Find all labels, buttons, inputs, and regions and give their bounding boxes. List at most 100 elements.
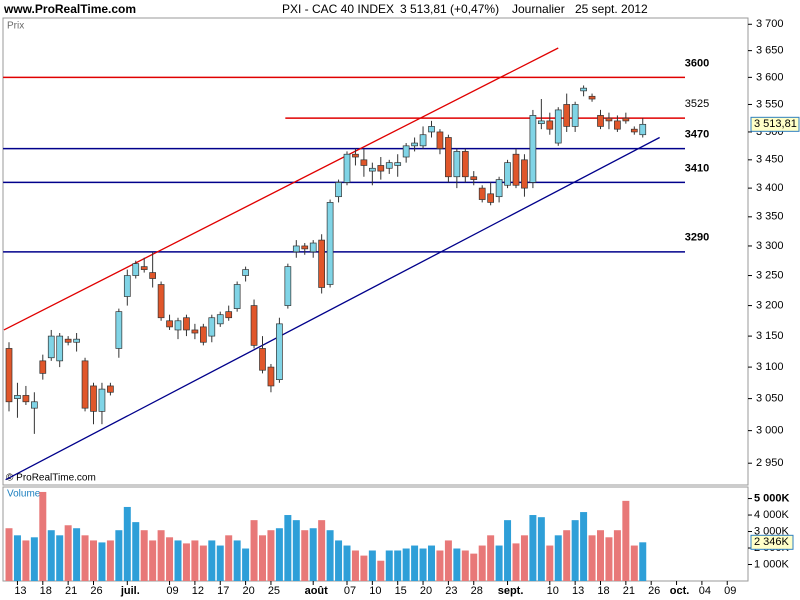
candle-body: [571, 104, 579, 127]
x-tick-label: 18: [40, 585, 52, 597]
candle-body: [107, 385, 114, 393]
volume-tag-label: 2 346K: [754, 536, 790, 548]
candle-body: [377, 165, 385, 172]
volume-bar: [571, 520, 579, 581]
x-tick-label: 26: [90, 585, 102, 597]
volume-bar: [546, 545, 554, 581]
trend-line: [5, 136, 660, 481]
candle-body: [208, 317, 216, 337]
candle-body: [259, 348, 266, 371]
candle-body: [90, 385, 97, 412]
candle-body: [81, 360, 89, 409]
candle-body: [301, 245, 309, 250]
volume-bar: [115, 530, 123, 581]
x-tick-label: 10: [369, 585, 381, 597]
candle-body: [14, 395, 21, 399]
candle-body: [470, 176, 478, 180]
volume-bar: [284, 515, 292, 581]
volume-bar: [597, 530, 604, 581]
candle-body: [546, 120, 554, 130]
site-name: www.ProRealTime.com: [3, 2, 136, 16]
volume-bar: [47, 530, 55, 581]
x-tick-label: 15: [395, 585, 407, 597]
volume-bar: [318, 520, 326, 581]
y-tick-label: 3 550: [756, 98, 784, 110]
level-label: 3410: [685, 162, 709, 174]
candle-body: [284, 266, 292, 306]
volume-bar: [504, 520, 512, 581]
volume-bar: [428, 545, 435, 581]
candle-body: [453, 151, 461, 178]
volume-bar: [123, 506, 131, 581]
candle-body: [385, 162, 393, 169]
volume-bar: [495, 545, 503, 581]
candle-body: [98, 388, 106, 412]
candle-body: [605, 117, 613, 122]
candle-body: [191, 329, 199, 334]
candle-body: [639, 123, 647, 136]
candle-body: [267, 366, 275, 387]
volume-bar: [182, 543, 190, 581]
volume-bar: [106, 540, 114, 581]
candle-body: [614, 120, 621, 130]
volume-bar: [470, 553, 478, 581]
candle-body: [183, 317, 190, 331]
volume-bar: [73, 528, 81, 581]
volume-bar: [157, 530, 165, 581]
y-tick-label: 3 700: [756, 18, 784, 30]
x-tick-label: juil.: [120, 585, 140, 597]
level-label: 3290: [685, 232, 709, 244]
candle-body: [521, 159, 528, 189]
volume-bar: [436, 550, 444, 581]
candle-body: [335, 182, 342, 198]
candle-body: [588, 95, 596, 100]
x-tick-label: 28: [471, 585, 483, 597]
y-tick-label: 3 300: [756, 240, 784, 252]
candle-body: [563, 104, 571, 127]
candle-body: [411, 142, 418, 147]
y-tick-label: 2 950: [756, 457, 784, 469]
candle-body: [31, 401, 38, 409]
panel-label: Prix: [7, 21, 24, 32]
volume-bar: [216, 545, 224, 581]
volume-bar: [174, 540, 182, 581]
volume-bar: [98, 542, 106, 581]
x-tick-label: 04: [699, 585, 711, 597]
candle-body: [554, 109, 562, 144]
candle-body: [309, 242, 317, 253]
volume-bar: [81, 535, 89, 581]
x-tick-label: sept.: [498, 585, 524, 597]
candle-body: [461, 151, 469, 178]
volume-bar: [402, 548, 410, 581]
y-tick-label: 3 000: [756, 425, 784, 437]
candle-body: [292, 245, 300, 253]
volume-bar: [56, 535, 64, 581]
candle-body: [352, 153, 359, 158]
volume-bar: [453, 548, 461, 581]
volume-bar: [394, 550, 402, 581]
candle-body: [123, 275, 131, 297]
candle-body: [630, 128, 638, 133]
volume-bar: [242, 548, 250, 581]
candle-body: [39, 360, 47, 374]
volume-bar: [487, 535, 495, 581]
volume-bar: [588, 535, 596, 581]
candle-body: [326, 202, 334, 285]
volume-bar: [267, 530, 275, 581]
candle-body: [580, 87, 587, 92]
volume-bar: [275, 528, 283, 581]
volume-bar: [13, 535, 21, 581]
candle-body: [487, 193, 494, 203]
candle-body: [73, 338, 80, 343]
y-tick-label: 3 400: [756, 182, 784, 194]
volume-bar: [563, 530, 571, 581]
volume-bar: [360, 555, 368, 581]
volume-bar: [90, 540, 97, 581]
last-quote: 3 513,81 (+0,47%): [400, 2, 499, 16]
y-tick-label: 3 100: [756, 361, 784, 373]
volume-tag: [750, 534, 794, 550]
volume-bar: [351, 550, 359, 581]
volume-bar: [639, 542, 647, 581]
volume-bar: [529, 515, 537, 581]
candle-body: [140, 266, 148, 270]
